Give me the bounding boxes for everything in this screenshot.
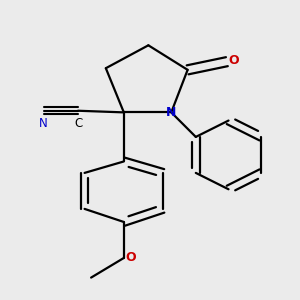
Text: O: O bbox=[125, 251, 136, 265]
Text: C: C bbox=[74, 117, 82, 130]
Text: O: O bbox=[228, 53, 239, 67]
Text: N: N bbox=[166, 106, 176, 119]
Text: N: N bbox=[39, 117, 48, 130]
